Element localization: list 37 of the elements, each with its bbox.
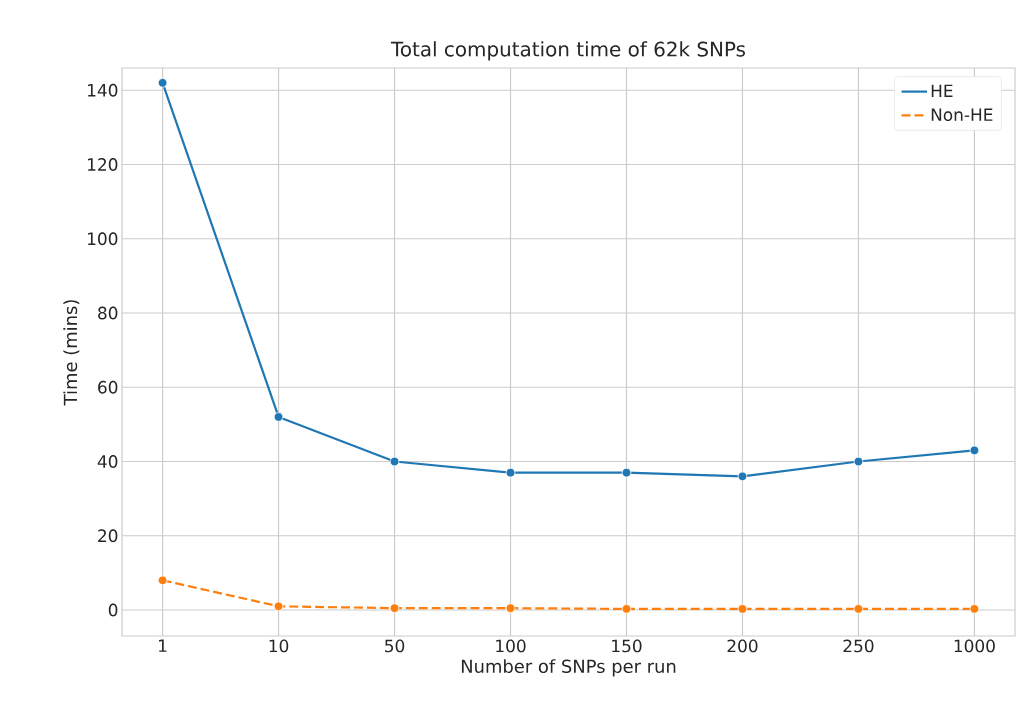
y-tick-label: 0 xyxy=(108,603,118,617)
point xyxy=(853,456,864,467)
legend-label: Non-HE xyxy=(931,108,993,122)
x-tick-label: 150 xyxy=(612,639,642,653)
point xyxy=(273,601,284,612)
x-tick-label: 250 xyxy=(843,639,874,653)
point xyxy=(273,412,284,422)
point xyxy=(969,445,980,456)
y-tick-label: 20 xyxy=(98,529,118,543)
legend-label: HE xyxy=(931,84,953,98)
y-tick-label: 120 xyxy=(88,158,118,171)
chart-title: Total computation time of 62k SNPs xyxy=(390,41,746,61)
y-tick-label: 60 xyxy=(98,380,118,394)
x-tick-label: 100 xyxy=(496,639,526,653)
y-axis-title: Time (mins) xyxy=(63,300,80,406)
point xyxy=(737,604,748,614)
point xyxy=(621,467,632,478)
point xyxy=(737,471,748,482)
point xyxy=(157,78,168,88)
x-tick-label: 50 xyxy=(385,639,405,653)
point xyxy=(389,456,400,467)
point xyxy=(157,575,168,586)
x-tick-label: 10 xyxy=(269,639,289,653)
point xyxy=(505,603,516,613)
point xyxy=(621,604,632,614)
x-axis-title: Number of SNPs per run xyxy=(461,659,676,677)
y-tick-label: 140 xyxy=(88,83,118,97)
point xyxy=(389,603,400,613)
point xyxy=(505,467,516,478)
y-tick-label: 80 xyxy=(98,306,118,320)
x-tick-label: 200 xyxy=(727,639,758,653)
x-tick-label: 1 xyxy=(159,639,167,652)
y-tick-label: 100 xyxy=(88,232,118,246)
x-tick-label: 1000 xyxy=(954,639,995,653)
point xyxy=(969,604,980,614)
y-tick-label: 40 xyxy=(97,455,118,468)
point xyxy=(853,604,864,614)
